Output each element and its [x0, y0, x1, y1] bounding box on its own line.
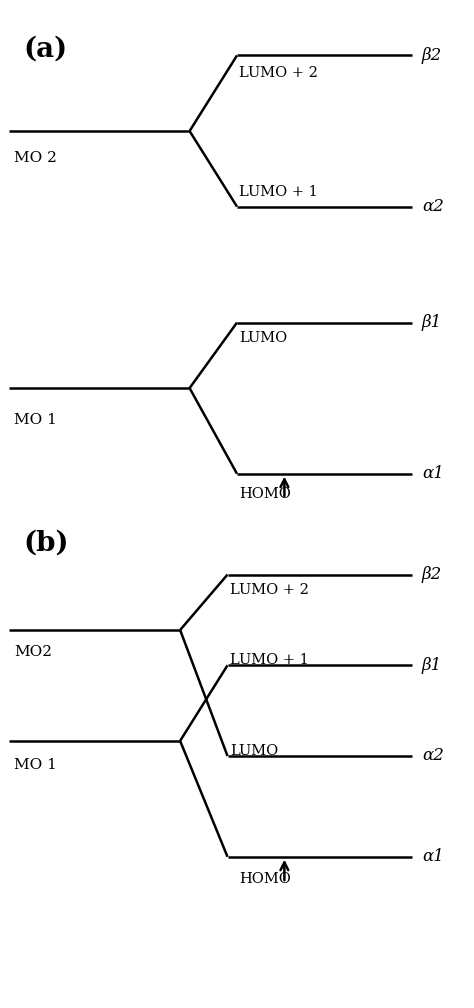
Text: β1: β1	[422, 657, 442, 673]
Text: MO 1: MO 1	[14, 758, 57, 772]
Text: (a): (a)	[24, 35, 68, 62]
Text: LUMO + 1: LUMO + 1	[239, 184, 318, 199]
Text: β2: β2	[422, 566, 442, 583]
Text: MO 1: MO 1	[14, 413, 57, 427]
Text: LUMO + 2: LUMO + 2	[230, 583, 309, 597]
Text: LUMO: LUMO	[230, 744, 278, 758]
Text: LUMO: LUMO	[239, 331, 288, 345]
Text: α2: α2	[422, 199, 444, 215]
Text: LUMO + 2: LUMO + 2	[239, 66, 318, 80]
Text: α1: α1	[422, 849, 444, 865]
Text: α2: α2	[422, 748, 444, 764]
Text: MO2: MO2	[14, 645, 52, 659]
Text: HOMO: HOMO	[239, 487, 291, 501]
Text: LUMO + 1: LUMO + 1	[230, 653, 309, 667]
Text: β1: β1	[422, 314, 442, 331]
Text: α1: α1	[422, 466, 444, 482]
Text: MO 2: MO 2	[14, 151, 57, 165]
Text: (b): (b)	[24, 529, 69, 556]
Text: HOMO: HOMO	[239, 872, 291, 886]
Text: β2: β2	[422, 47, 442, 64]
